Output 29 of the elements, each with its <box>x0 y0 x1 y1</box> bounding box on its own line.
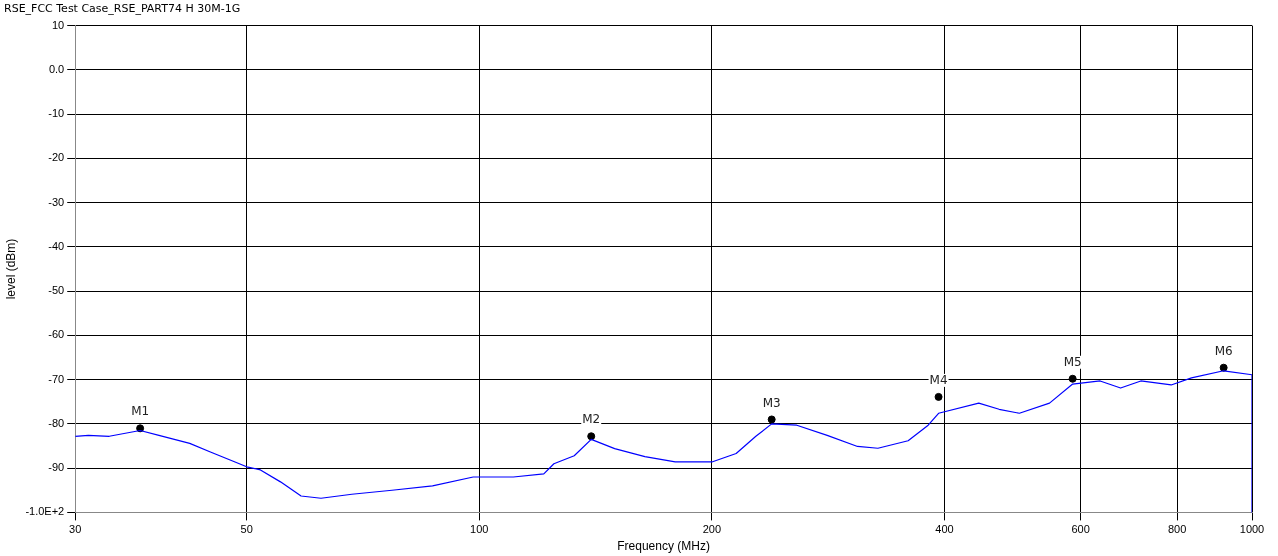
y-tick-label: -70 <box>48 372 65 385</box>
y-tick-label: -90 <box>48 461 65 474</box>
x-tick-label: 100 <box>470 523 489 536</box>
x-tick-label: 30 <box>69 523 82 536</box>
annotation: M5 <box>1063 354 1082 369</box>
x-axis-title: Frequency (MHz) <box>617 539 710 554</box>
x-tick-label: 400 <box>935 523 954 536</box>
x-tick-label: 800 <box>1167 523 1187 536</box>
annotation: M2 <box>582 412 601 427</box>
annotation: M1 <box>131 404 150 419</box>
chart-title: RSE_FCC Test Case_RSE_PART74 H 30M-1G <box>4 2 241 15</box>
y-axis-title: level (dBm) <box>3 238 18 300</box>
x-tick-label: 200 <box>702 523 722 536</box>
y-tick-label: -10 <box>48 107 65 120</box>
annotation: M3 <box>762 395 781 410</box>
y-tick-label: -40 <box>48 239 65 252</box>
x-tick-label: 600 <box>1071 523 1090 536</box>
x-tick-label: 50 <box>240 523 253 536</box>
y-tick-label: 0.0 <box>48 62 65 75</box>
y-tick-label: 10 <box>51 18 65 31</box>
y-tick-label: -20 <box>48 151 65 164</box>
y-tick-label: -30 <box>48 195 65 208</box>
y-tick-label: -1.0E+2 <box>25 505 65 518</box>
x-tick-label: 1000 <box>1239 523 1265 536</box>
y-tick-label: -50 <box>48 284 65 297</box>
annotation: M4 <box>929 373 948 388</box>
y-tick-label: -60 <box>48 328 65 341</box>
annotation: M6 <box>1214 343 1233 358</box>
y-tick-label: -80 <box>48 416 65 429</box>
